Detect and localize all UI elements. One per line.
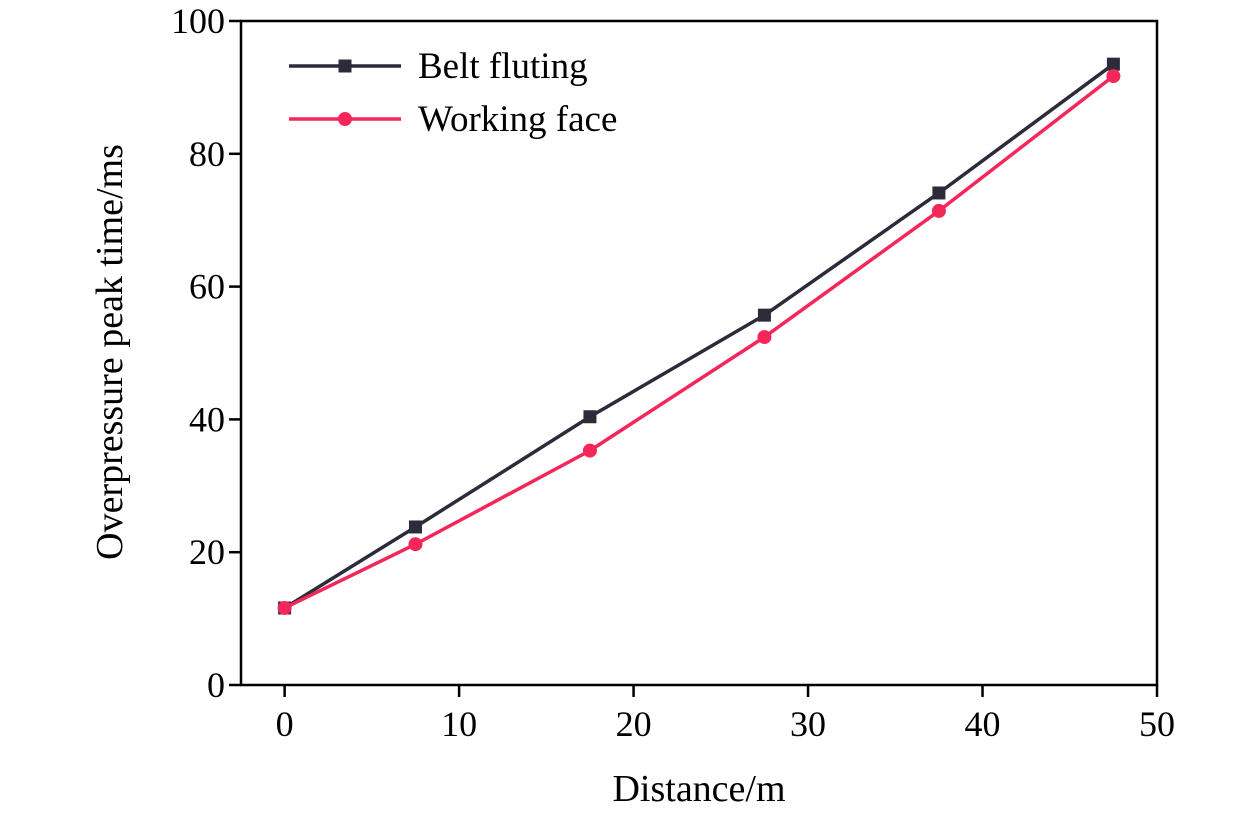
- data-point-circle: [1106, 69, 1121, 84]
- x-tick-label: 50: [1139, 704, 1175, 744]
- series-line: [283, 74, 1115, 610]
- series-line: [283, 62, 1115, 610]
- series-working-face: [277, 69, 1121, 615]
- y-tick-label: 60: [189, 267, 225, 307]
- data-point-square: [932, 186, 946, 200]
- legend-label: Working face: [418, 99, 617, 140]
- legend-label: Belt fluting: [418, 46, 588, 87]
- x-tick-label: 20: [616, 704, 652, 744]
- data-point-square: [408, 520, 422, 534]
- data-point-circle: [582, 443, 597, 458]
- data-point-circle: [408, 537, 423, 552]
- legend: Belt fluting Working face: [289, 46, 617, 140]
- legend-marker-square: [338, 59, 352, 73]
- legend-entry: Working face: [289, 99, 617, 140]
- y-tick-label: 0: [207, 665, 225, 705]
- data-point-square: [1106, 57, 1120, 71]
- y-axis-title: Overpressure peak time/ms: [89, 144, 131, 560]
- data-point-circle: [757, 330, 772, 345]
- plot-frame: [239, 19, 1159, 687]
- x-tick-label: 30: [790, 704, 826, 744]
- data-point-square: [583, 410, 597, 424]
- x-tick-label: 40: [965, 704, 1001, 744]
- series-belt-fluting: [278, 57, 1120, 615]
- y-tick-label: 100: [171, 1, 225, 41]
- y-tick-label: 40: [189, 399, 225, 439]
- y-tick-label: 80: [189, 134, 225, 174]
- x-tick-label: 10: [441, 704, 477, 744]
- x-tick-label: 0: [276, 704, 294, 744]
- data-point-square: [757, 308, 771, 322]
- legend-marker-circle: [338, 112, 352, 126]
- data-point-circle: [277, 600, 292, 615]
- x-axis-title: Distance/m: [612, 768, 785, 810]
- data-point-circle: [931, 203, 946, 218]
- y-tick-label: 20: [189, 532, 225, 572]
- legend-entry: Belt fluting: [289, 46, 588, 87]
